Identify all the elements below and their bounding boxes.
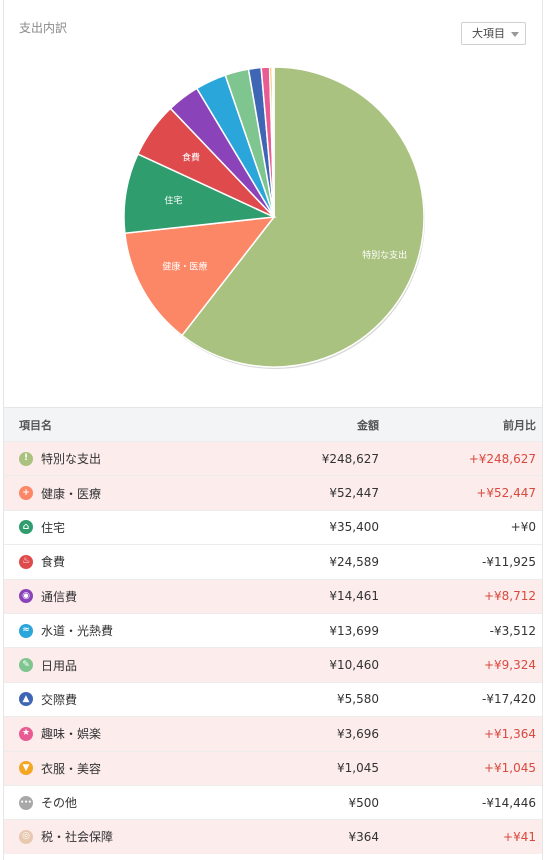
table-row[interactable]: ••• その他 ¥500 -¥14,446 — [4, 784, 542, 819]
category-label: 特別な支出 — [41, 452, 102, 467]
cell-name: + 健康・医療 — [4, 485, 219, 502]
cell-amount: ¥10,460 — [329, 658, 379, 673]
cell-name: ◉ 通信費 — [4, 588, 219, 605]
cell-diff: +¥248,627 — [468, 451, 536, 466]
category-label: その他 — [41, 796, 78, 811]
table-row[interactable]: ◎ 税・社会保障 ¥364 +¥41 — [4, 819, 542, 854]
cell-amount: ¥1,045 — [337, 761, 379, 776]
cell-amount: ¥5,580 — [337, 692, 379, 707]
tax-icon: ◎ — [19, 829, 33, 844]
cell-diff: +¥1,364 — [483, 726, 536, 741]
cell-amount: ¥248,627 — [321, 451, 379, 466]
expense-breakdown-panel: 支出内訳 大項目 特別な支出 健康・医療 住宅 食費 項目名 金額 前月比 ! 特別な支… — [3, 0, 543, 860]
cell-amount: ¥500 — [348, 795, 379, 810]
table-header: 項目名 金額 前月比 — [4, 407, 542, 441]
pie-slice-label: 住宅 — [164, 195, 182, 207]
cell-amount: ¥364 — [348, 829, 379, 844]
medical-cross-icon: + — [19, 486, 33, 501]
pie-slice[interactable] — [124, 216, 276, 337]
cake-icon: ▲ — [19, 692, 33, 707]
cell-name: ≈ 水道・光熱費 — [4, 622, 219, 639]
pie-slice-label: 特別な支出 — [362, 249, 407, 261]
pie-slice[interactable] — [272, 66, 275, 218]
table-row[interactable]: ▲ 交際費 ¥5,580 -¥17,420 — [4, 681, 542, 716]
cell-amount: ¥13,699 — [329, 623, 379, 638]
table-row[interactable]: ≈ 水道・光熱費 ¥13,699 -¥3,512 — [4, 612, 542, 647]
table-row[interactable]: ! 特別な支出 ¥248,627 +¥248,627 — [4, 441, 542, 476]
faucet-icon: ≈ — [19, 623, 33, 638]
cell-name: ! 特別な支出 — [4, 450, 219, 467]
cell-diff: -¥14,446 — [482, 795, 536, 810]
category-label: 交際費 — [41, 692, 78, 707]
cell-diff: +¥9,324 — [483, 658, 536, 673]
cell-diff: -¥11,925 — [482, 554, 536, 569]
exclamation-icon: ! — [19, 451, 33, 466]
category-label: 健康・医療 — [41, 486, 102, 501]
cell-amount: ¥52,447 — [329, 486, 379, 501]
table-body: ! 特別な支出 ¥248,627 +¥248,627 + 健康・医療 ¥52,447 +¥52… — [4, 441, 542, 854]
header-name[interactable]: 項目名 — [19, 418, 52, 432]
cell-name: ••• その他 — [4, 794, 219, 811]
header-amount[interactable]: 金額 — [357, 418, 379, 432]
cell-name: ★ 趣味・娯楽 — [4, 725, 219, 742]
antenna-icon: ◉ — [19, 589, 33, 604]
cell-diff: -¥17,420 — [482, 692, 536, 707]
cell-diff: +¥41 — [503, 829, 536, 844]
expense-table: 項目名 金額 前月比 ! 特別な支出 ¥248,627 +¥248,627 + 健康・医療… — [4, 407, 542, 854]
cell-name: ♨ 食費 — [4, 553, 219, 570]
cell-diff: +¥8,712 — [483, 589, 536, 604]
category-label: 食費 — [41, 555, 66, 570]
table-row[interactable]: ✎ 日用品 ¥10,460 +¥9,324 — [4, 647, 542, 682]
category-level-dropdown[interactable]: 大項目 — [461, 22, 526, 45]
category-label: 水道・光熱費 — [41, 624, 114, 639]
table-row[interactable]: ★ 趣味・娯楽 ¥3,696 +¥1,364 — [4, 716, 542, 751]
cell-diff: +¥0 — [510, 520, 536, 535]
header-diff[interactable]: 前月比 — [503, 418, 536, 432]
category-label: 通信費 — [41, 589, 78, 604]
table-row[interactable]: ▼ 衣服・美容 ¥1,045 +¥1,045 — [4, 750, 542, 785]
pie-slice-label: 健康・医療 — [162, 261, 207, 273]
cell-name: ▼ 衣服・美容 — [4, 760, 219, 777]
dropdown-value: 大項目 — [472, 27, 505, 40]
category-label: 衣服・美容 — [41, 761, 102, 776]
table-row[interactable]: ⌂ 住宅 ¥35,400 +¥0 — [4, 509, 542, 544]
pencil-icon: ✎ — [19, 658, 33, 673]
cell-amount: ¥14,461 — [329, 589, 379, 604]
chevron-down-icon — [511, 32, 519, 37]
cell-diff: +¥52,447 — [476, 486, 536, 501]
shirt-icon: ▼ — [19, 761, 33, 776]
expense-pie-chart: 特別な支出健康・医療 住宅 食費 — [4, 55, 542, 385]
house-icon: ⌂ — [19, 520, 33, 535]
pie-slice-label: 食費 — [182, 152, 200, 164]
pie-slice[interactable] — [180, 66, 425, 368]
cell-name: ◎ 税・社会保障 — [4, 828, 219, 845]
ellipsis-icon: ••• — [19, 795, 33, 810]
category-label: 趣味・娯楽 — [41, 727, 102, 742]
table-row[interactable]: ◉ 通信費 ¥14,461 +¥8,712 — [4, 578, 542, 613]
cell-amount: ¥3,696 — [337, 726, 379, 741]
cell-amount: ¥35,400 — [329, 520, 379, 535]
cell-diff: +¥1,045 — [483, 761, 536, 776]
category-label: 税・社会保障 — [41, 830, 114, 845]
category-label: 日用品 — [41, 658, 78, 673]
panel-title: 支出内訳 — [19, 21, 68, 35]
cell-name: ▲ 交際費 — [4, 691, 219, 708]
cell-name: ✎ 日用品 — [4, 657, 219, 674]
cell-name: ⌂ 住宅 — [4, 519, 219, 536]
star-icon: ★ — [19, 726, 33, 741]
table-row[interactable]: ♨ 食費 ¥24,589 -¥11,925 — [4, 544, 542, 578]
table-row[interactable]: + 健康・医療 ¥52,447 +¥52,447 — [4, 475, 542, 510]
fork-knife-icon: ♨ — [19, 554, 33, 569]
cell-diff: -¥3,512 — [489, 623, 536, 638]
cell-amount: ¥24,589 — [329, 554, 379, 569]
category-label: 住宅 — [41, 520, 66, 535]
